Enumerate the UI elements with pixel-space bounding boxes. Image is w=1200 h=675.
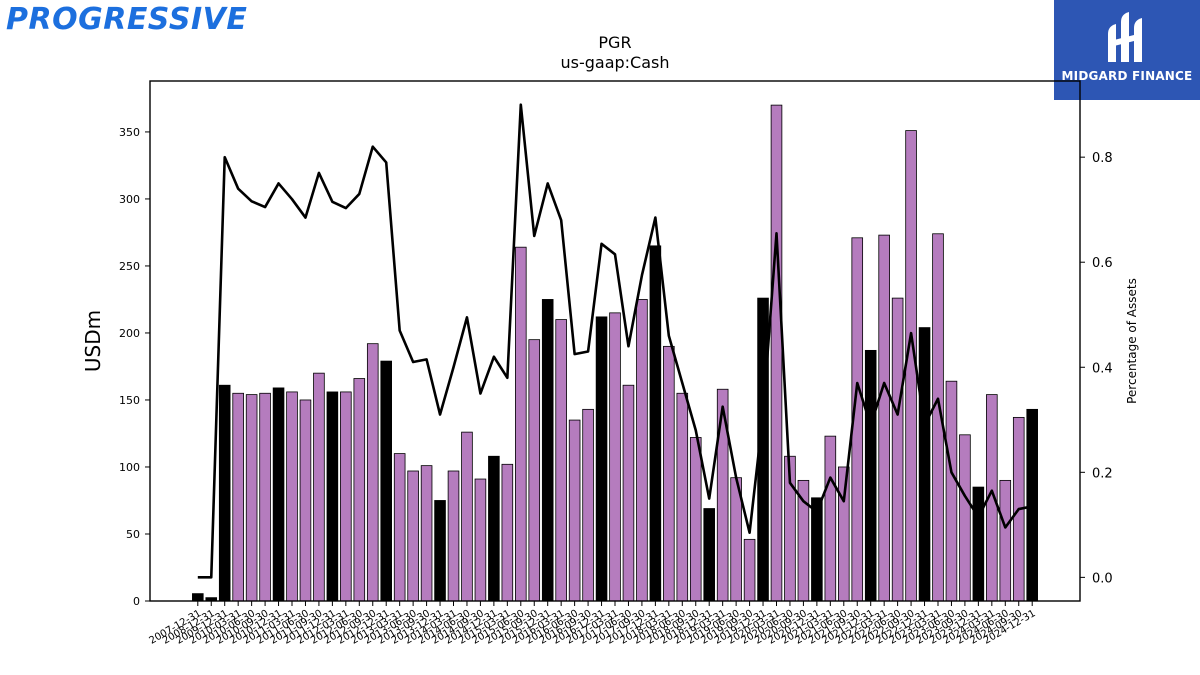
midgard-finance-logo: MIDGARD FINANCE — [1054, 0, 1200, 100]
y2-tick-label: 0.2 — [1092, 466, 1113, 481]
bar — [622, 384, 635, 602]
bar — [959, 434, 971, 602]
y2-tick-label: 0.8 — [1092, 151, 1113, 166]
y-tick-label: 0 — [133, 595, 140, 608]
bar — [245, 394, 258, 602]
bar — [420, 465, 433, 602]
bar — [811, 497, 823, 602]
bar — [797, 479, 810, 602]
bar — [286, 391, 298, 602]
bar — [434, 500, 446, 602]
bar — [541, 299, 554, 602]
bar — [515, 246, 527, 602]
bar — [192, 593, 204, 602]
y2-tick-label: 0.0 — [1092, 571, 1113, 586]
bar — [259, 392, 271, 602]
progressive-logo: PROGRESSIVE — [6, 2, 248, 37]
y2-tick-label: 0.6 — [1092, 256, 1113, 271]
bar — [999, 479, 1012, 602]
y2-axis-ticks: 0.0 0.2 0.4 0.6 0.8 — [1080, 151, 1113, 586]
y-tick-label: 200 — [119, 327, 140, 340]
bar — [528, 339, 541, 602]
y-tick-label: 250 — [119, 260, 140, 273]
bar — [972, 486, 985, 602]
bar — [703, 508, 715, 602]
bar — [891, 297, 904, 602]
bar — [743, 538, 756, 602]
bar — [447, 470, 460, 602]
percentage-of-assets-line — [197, 103, 1033, 579]
bar — [568, 419, 581, 602]
y-tick-label: 150 — [119, 394, 140, 407]
bar — [555, 319, 567, 602]
bar — [393, 453, 406, 602]
y-tick-label: 300 — [119, 193, 140, 206]
bar — [770, 104, 783, 602]
y-axis-label: USDm — [81, 310, 105, 372]
bar — [407, 470, 419, 602]
chart-subtitle: us-gaap:Cash — [560, 53, 669, 72]
bar — [488, 455, 500, 602]
bar — [1026, 408, 1038, 602]
line-series — [197, 103, 1033, 579]
bar — [326, 391, 339, 602]
bar — [380, 360, 392, 602]
bar — [609, 312, 621, 602]
y-tick-label: 100 — [119, 461, 140, 474]
bar — [340, 391, 352, 602]
bar — [272, 387, 285, 602]
midgard-finance-name: MIDGARD FINANCE — [1061, 69, 1193, 83]
bar — [595, 316, 608, 602]
bar — [838, 466, 850, 602]
y-tick-label: 350 — [119, 126, 140, 139]
bar — [313, 372, 325, 602]
plot-frame — [149, 80, 1081, 602]
bar — [366, 343, 379, 602]
bar — [636, 299, 648, 602]
bar — [582, 408, 594, 602]
bar — [824, 435, 837, 602]
bar — [663, 345, 675, 602]
y2-axis-label: Percentage of Assets — [1125, 278, 1139, 404]
bar — [676, 392, 689, 602]
x-axis-ticks: 2007-12-312008-12-312009-12-312010-03-31… — [147, 601, 1038, 647]
y2-tick-label: 0.4 — [1092, 361, 1113, 376]
bar — [864, 349, 877, 602]
bar — [689, 437, 702, 602]
bar — [945, 380, 958, 602]
bar — [232, 392, 244, 602]
chart-title: PGR — [598, 33, 631, 52]
bar — [878, 234, 890, 602]
bar — [649, 245, 662, 602]
bar — [299, 399, 312, 602]
bar-series — [192, 104, 1038, 602]
y-axis-ticks: 0 50 100 150 200 250 300 350 — [119, 126, 150, 608]
y-tick-label: 50 — [126, 528, 140, 541]
bar — [353, 378, 366, 602]
bar — [474, 478, 487, 602]
bar — [461, 431, 473, 602]
midgard-mark-icon — [1108, 12, 1142, 62]
bar — [918, 327, 931, 602]
bar — [501, 463, 514, 602]
bar — [218, 384, 231, 602]
